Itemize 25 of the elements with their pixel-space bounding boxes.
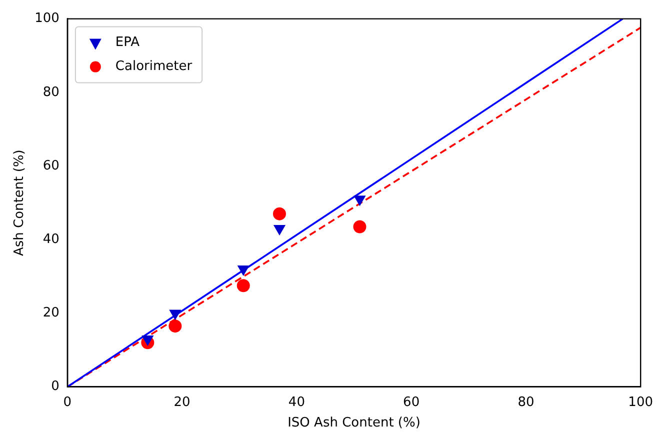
point bbox=[272, 207, 286, 220]
point bbox=[274, 225, 286, 236]
legend-label: Calorimeter bbox=[115, 59, 193, 74]
y-axis-title: Ash Content (%) bbox=[12, 150, 28, 256]
y-tick-label: 0 bbox=[51, 379, 60, 394]
point bbox=[168, 320, 182, 333]
point bbox=[236, 279, 250, 292]
x-tick-label: 0 bbox=[63, 394, 72, 410]
x-tick-label: 60 bbox=[403, 394, 420, 410]
y-tick-label: 20 bbox=[42, 306, 60, 321]
y-tick-label: 40 bbox=[42, 232, 60, 247]
x-tick-label: 80 bbox=[518, 394, 534, 410]
point bbox=[353, 220, 366, 234]
point bbox=[354, 196, 366, 206]
x-tick-label: 100 bbox=[628, 394, 654, 410]
y-tick-label: 60 bbox=[42, 158, 60, 174]
point bbox=[142, 335, 154, 346]
x-axis-title: ISO Ash Content (%) bbox=[288, 416, 420, 431]
point bbox=[238, 266, 250, 276]
y-tick-label: 80 bbox=[42, 84, 60, 100]
x-tick-label: 20 bbox=[174, 394, 190, 410]
point bbox=[169, 310, 181, 320]
y-tick-label: 100 bbox=[34, 11, 60, 26]
legend-label: EPA bbox=[115, 35, 140, 50]
x-tick-label: 40 bbox=[288, 394, 305, 410]
